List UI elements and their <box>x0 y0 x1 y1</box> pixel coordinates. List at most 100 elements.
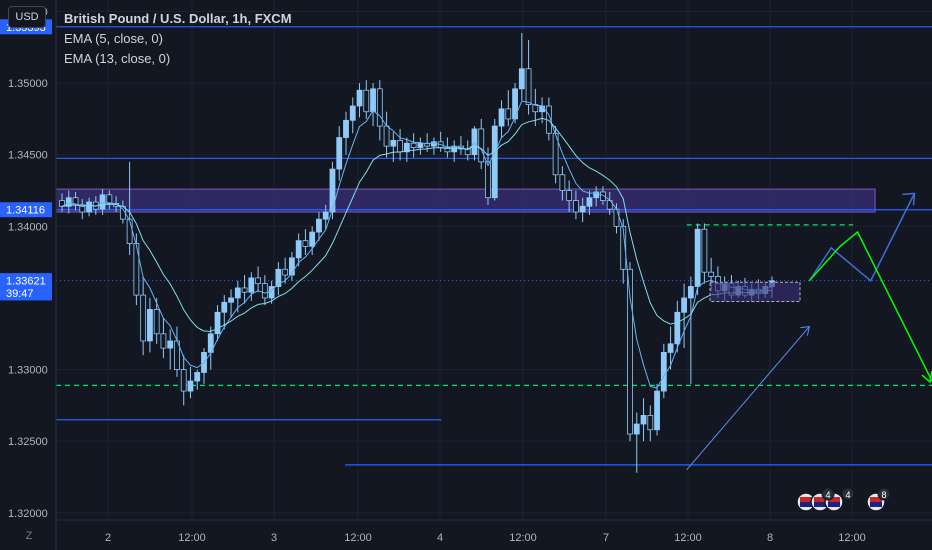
candle-body <box>525 68 532 105</box>
y-tick-label: 1.34500 <box>8 150 48 162</box>
flag-stripe <box>870 502 882 507</box>
candle-body <box>99 194 106 210</box>
candle <box>295 233 302 267</box>
x-tick-label: 4 <box>437 532 443 544</box>
candle-body <box>153 309 160 335</box>
consolidation-box <box>709 281 801 303</box>
candle <box>99 189 106 215</box>
candle-body <box>221 301 228 313</box>
candle-body <box>573 200 579 213</box>
candle <box>302 229 309 255</box>
candle-body <box>106 194 113 204</box>
candle <box>241 275 248 304</box>
candle <box>370 83 376 127</box>
flag-stripe <box>800 502 812 507</box>
candle-body <box>234 287 241 299</box>
ema-13-legend[interactable]: EMA (13, close, 0) <box>64 51 171 66</box>
candle-body <box>579 205 586 213</box>
candle-body <box>349 105 356 121</box>
y-tick-label: 1.33000 <box>8 365 48 377</box>
price-badge-bg <box>0 285 52 301</box>
supply-zone <box>55 188 876 213</box>
candle <box>316 212 322 241</box>
candle <box>65 190 72 214</box>
candle <box>187 366 194 399</box>
price-badge-bg <box>0 202 52 218</box>
candle <box>410 133 417 158</box>
candle-body <box>248 277 255 293</box>
candle-body <box>633 423 640 435</box>
flag-count-badge <box>821 487 835 501</box>
candle <box>701 223 708 284</box>
ema-5-legend[interactable]: EMA (5, close, 0) <box>64 31 163 46</box>
flag-stripe <box>828 502 840 507</box>
candle <box>478 118 485 170</box>
candle-body <box>180 369 187 392</box>
candle-body <box>627 268 633 435</box>
candle-body <box>309 231 316 247</box>
candle-body <box>86 201 92 213</box>
price-badge-bg <box>0 273 52 289</box>
candle-body <box>640 415 647 425</box>
flag-stripe <box>870 497 882 502</box>
candle <box>160 318 167 359</box>
y-tick-label: 1.32000 <box>8 508 48 520</box>
candle-body <box>383 125 390 147</box>
flag-stripe <box>800 497 812 502</box>
candle-body <box>228 297 234 303</box>
candle-body <box>214 311 221 335</box>
candle-body <box>451 145 458 153</box>
ema-13-line <box>61 117 773 332</box>
candle-body <box>654 390 660 431</box>
candle <box>79 199 86 220</box>
candle-body <box>289 257 295 276</box>
candle <box>180 355 187 406</box>
candle-body <box>397 139 403 153</box>
candle <box>633 412 640 473</box>
candles-group <box>59 32 775 473</box>
candle-body <box>674 311 681 345</box>
candle-body <box>295 240 302 259</box>
currency-button[interactable]: USD <box>8 6 46 28</box>
candle-body <box>532 104 539 113</box>
candle-body <box>126 218 133 244</box>
candle <box>687 276 694 384</box>
candle-body <box>485 161 491 199</box>
y-tick-label: 1.35000 <box>8 78 48 90</box>
flag-stripe <box>814 497 826 502</box>
candle-body <box>694 228 701 287</box>
price-badge-label: 1.33621 <box>6 276 46 288</box>
candle-body <box>687 286 694 299</box>
candle-body <box>701 228 708 273</box>
candle <box>390 131 397 162</box>
flag-stripe <box>814 502 826 507</box>
candle-body <box>316 218 322 233</box>
candle <box>627 262 633 442</box>
candle-body <box>491 125 498 199</box>
candle <box>593 186 600 207</box>
candle-body <box>593 191 600 199</box>
chart-legend: British Pound / U.S. Dollar, 1h, FXCM EM… <box>64 9 292 69</box>
candle <box>681 283 687 349</box>
y-tick-label: 1.32500 <box>8 436 48 448</box>
candle <box>194 369 201 390</box>
candle <box>106 190 113 210</box>
y-tick-label: 1.34000 <box>8 221 48 233</box>
candle <box>654 383 660 436</box>
candle <box>491 118 498 201</box>
candle-body <box>552 132 559 176</box>
candle <box>518 32 525 101</box>
candle-body <box>329 168 336 213</box>
candle-body <box>255 277 261 285</box>
zoom-toggle-button[interactable]: Z <box>25 530 33 542</box>
candle-body <box>708 271 715 277</box>
candle <box>282 257 289 284</box>
candle <box>667 326 674 370</box>
candle-body <box>275 268 282 287</box>
symbol-title[interactable]: British Pound / U.S. Dollar, 1h, FXCM <box>64 11 292 26</box>
candle-body <box>681 297 687 313</box>
candle <box>275 262 282 296</box>
candle-body <box>566 190 573 201</box>
candle-body <box>343 119 349 138</box>
